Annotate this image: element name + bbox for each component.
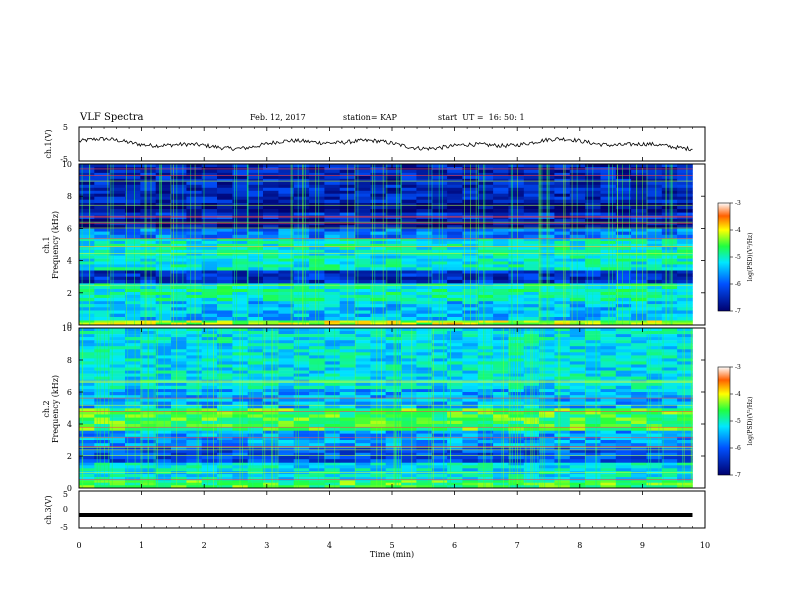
- ch1-ytick-bottom: -5: [60, 155, 68, 164]
- chart-title: VLF Spectra: [80, 112, 144, 123]
- spec2-ytick-4: 4: [67, 420, 72, 429]
- x-axis: 0 1 2 3 4 5 6 7 8 9 10: [76, 127, 710, 550]
- spec1-ytick-4: 4: [67, 257, 72, 266]
- ch1-ytick-top: 5: [63, 123, 68, 132]
- ch3-voltage-panel: 5 0 -5 ch.3(V): [44, 490, 706, 532]
- x-tick-9: 9: [640, 541, 645, 550]
- ch1-voltage-panel: 5 -5 ch.1(V): [44, 123, 706, 164]
- cb1-ticks-tick--6: -6: [735, 281, 741, 288]
- ch2-spectrogram-panel: 0 2 4 6 8 10 ch.2 Frequency (kHz): [42, 324, 706, 493]
- ch2-colorbar: -3 -4 -5 -6 -7 log(PSD)(V²/Hz): [717, 364, 754, 479]
- cb2-ticks-tick--7: -7: [735, 472, 741, 479]
- cb2-ticks-tick--6: -6: [735, 445, 741, 452]
- x-tick-1: 1: [139, 541, 144, 550]
- ch1-voltage-ylabel: ch.1(V): [44, 129, 53, 158]
- ch1-colorbar: -3 -4 -5 -6 -7 log(PSD)(V²/Hz): [717, 200, 754, 315]
- ch1-voltage-frame: [78, 126, 706, 162]
- ch3-voltage-ylabel: ch.3(V): [44, 495, 53, 524]
- spec2-ytick-0: 0: [67, 484, 72, 493]
- start-time-label: start UT = 16: 50: 1: [438, 113, 525, 122]
- ch3-voltage-frame: [78, 490, 706, 529]
- ch1-ylabel-channel: ch.1: [42, 236, 51, 253]
- x-tick-4: 4: [327, 541, 332, 550]
- ch2-ylabel-frequency: Frequency (kHz): [51, 375, 60, 443]
- date-label: Feb. 12, 2017: [250, 113, 306, 122]
- x-tick-8: 8: [577, 541, 582, 550]
- cb2-ticks-tick--5: -5: [735, 418, 741, 425]
- cb1-ticks-tick--5: -5: [735, 254, 741, 261]
- ch3-ytick-bottom: -5: [60, 523, 68, 532]
- spec2-ytick-10: 10: [62, 324, 72, 333]
- x-axis-label: Time (min): [370, 550, 414, 559]
- ch1-colorbar-gradient: [717, 202, 731, 312]
- ch2-colorbar-label: log(PSD)(V²/Hz): [747, 397, 754, 446]
- ch3-ytick-top: 5: [63, 490, 68, 499]
- ch2-spectrogram-image: [79, 328, 705, 489]
- ch1-spectrogram-panel: 0 2 4 6 8 10 ch.1 Frequency (kHz): [42, 160, 706, 330]
- ch1-ylabel-frequency: Frequency (kHz): [51, 211, 60, 279]
- cb1-ticks-tick--4: -4: [735, 227, 741, 234]
- x-tick-2: 2: [202, 541, 207, 550]
- spec1-ytick-8: 8: [67, 192, 72, 201]
- spec2-ytick-8: 8: [67, 356, 72, 365]
- x-tick-0: 0: [76, 541, 81, 550]
- ch1-colorbar-label: log(PSD)(V²/Hz): [747, 233, 754, 282]
- cb2-ticks-tick--3: -3: [735, 364, 741, 371]
- spec1-ytick-2: 2: [67, 289, 72, 298]
- ch2-colorbar-gradient: [717, 366, 731, 476]
- spec1-ytick-0: 0: [67, 321, 72, 330]
- spec2-ytick-2: 2: [67, 452, 72, 461]
- x-tick-7: 7: [515, 541, 520, 550]
- cb1-ticks-tick--7: -7: [735, 308, 741, 315]
- x-tick-6: 6: [452, 541, 457, 550]
- cb1-ticks-tick--3: -3: [735, 200, 741, 207]
- spec1-ytick-6: 6: [67, 224, 72, 233]
- ch1-spectrogram-image: [79, 164, 705, 326]
- spec2-ytick-6: 6: [67, 388, 72, 397]
- x-tick-5: 5: [389, 541, 394, 550]
- x-tick-10: 10: [700, 541, 710, 550]
- cb2-ticks-tick--4: -4: [735, 391, 741, 398]
- x-tick-3: 3: [264, 541, 269, 550]
- ch3-ytick-mid: 0: [63, 505, 68, 514]
- spec1-ytick-10: 10: [62, 160, 72, 169]
- ch2-ylabel-channel: ch.2: [42, 400, 51, 417]
- station-label: station= KAP: [343, 113, 397, 122]
- ch1-waveform: [78, 136, 693, 152]
